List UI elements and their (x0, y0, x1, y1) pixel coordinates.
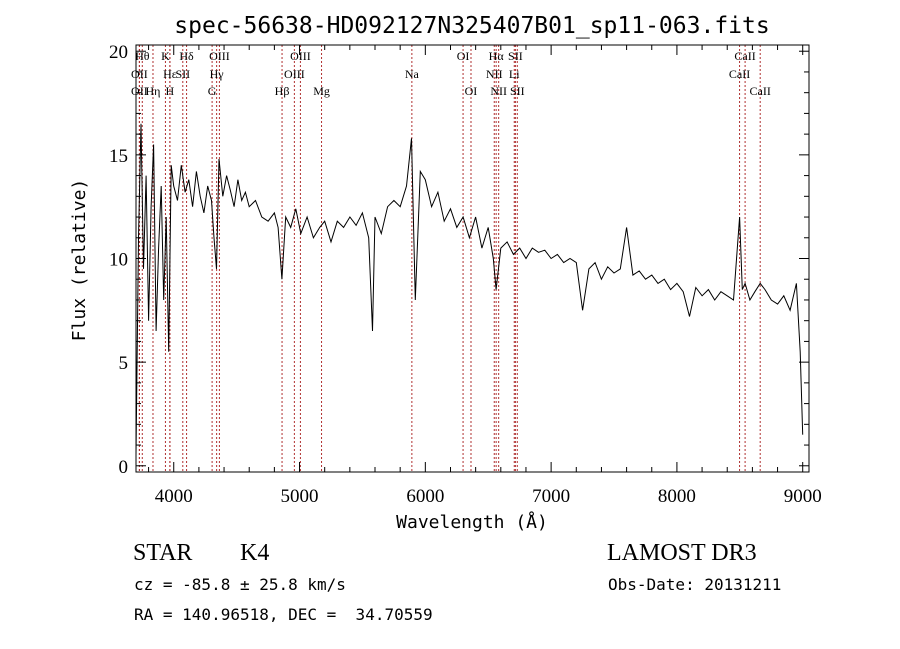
x-tick-label: 6000 (406, 486, 444, 507)
line-label-14: OIII (290, 49, 311, 63)
x-axis-title: Wavelength (Å) (396, 511, 548, 533)
line-label-25: CaII (729, 67, 750, 81)
line-label-21: NII (490, 84, 507, 98)
chart-title: spec-56638-HD092127N325407B01_sp11-063.f… (174, 13, 769, 39)
line-label-24: SII (510, 84, 525, 98)
line-label-1: OII (131, 84, 148, 98)
y-tick-label: 10 (109, 250, 128, 271)
y-tick-label: 20 (109, 42, 128, 63)
survey-name: LAMOST DR3 (607, 540, 757, 566)
x-tick-label: 8000 (658, 486, 696, 507)
line-label-10: Hγ (210, 67, 225, 81)
line-label-2: Hθ (135, 49, 150, 63)
x-tick-label: 7000 (532, 486, 570, 507)
line-label-11: OIII (209, 49, 230, 63)
line-label-6: Hε (163, 67, 177, 81)
line-label-22: Li (509, 67, 520, 81)
line-label-13: OIII (284, 67, 305, 81)
y-tick-label: 5 (119, 353, 129, 374)
redshift-text: cz = -85.8 ± 25.8 km/s (134, 575, 346, 594)
line-label-27: CaII (750, 84, 771, 98)
line-label-16: Na (405, 67, 420, 81)
obs-date-text: Obs-Date: 20131211 (608, 575, 782, 594)
y-tick-label: 0 (119, 457, 129, 478)
y-tick-labels: 0 5 10 15 20 (109, 42, 128, 478)
line-label-19: NII (486, 67, 503, 81)
object-subclass: K4 (240, 540, 270, 566)
coordinates-text: RA = 140.96518, DEC = 34.70559 (134, 605, 433, 624)
line-label-5: H (166, 84, 175, 98)
line-label-23: SII (508, 49, 523, 63)
line-label-12: Hβ (275, 84, 290, 98)
y-axis-title: Flux (relative) (69, 179, 90, 342)
line-label-3: Hη (146, 84, 161, 98)
line-label-4: K (161, 49, 170, 63)
plot-frame (135, 44, 810, 473)
line-label-7: SII (175, 67, 190, 81)
x-tick-label: 9000 (784, 486, 822, 507)
spectrum-series-line (135, 123, 804, 456)
x-tick-label: 4000 (155, 486, 193, 507)
line-label-8: Hδ (179, 49, 194, 63)
x-tick-label: 5000 (281, 486, 319, 507)
line-label-18: OI (465, 84, 478, 98)
line-label-17: OI (457, 49, 470, 63)
x-tick-labels: 4000 5000 6000 7000 8000 9000 (155, 486, 822, 507)
line-label-20: Hα (489, 49, 505, 63)
y-tick-label: 15 (109, 146, 128, 167)
object-class: STAR (133, 540, 193, 566)
spectral-line-labels: OIIOIIHθHηKHHεSIIHδGHγOIIIHβOIIIOIIIMgNa… (131, 49, 771, 98)
line-label-15: Mg (313, 84, 330, 98)
axis-ticks (136, 45, 809, 472)
line-label-26: CaII (734, 49, 755, 63)
spectral-line-markers (138, 45, 761, 472)
line-label-0: OII (131, 67, 148, 81)
line-label-9: G (208, 84, 217, 98)
